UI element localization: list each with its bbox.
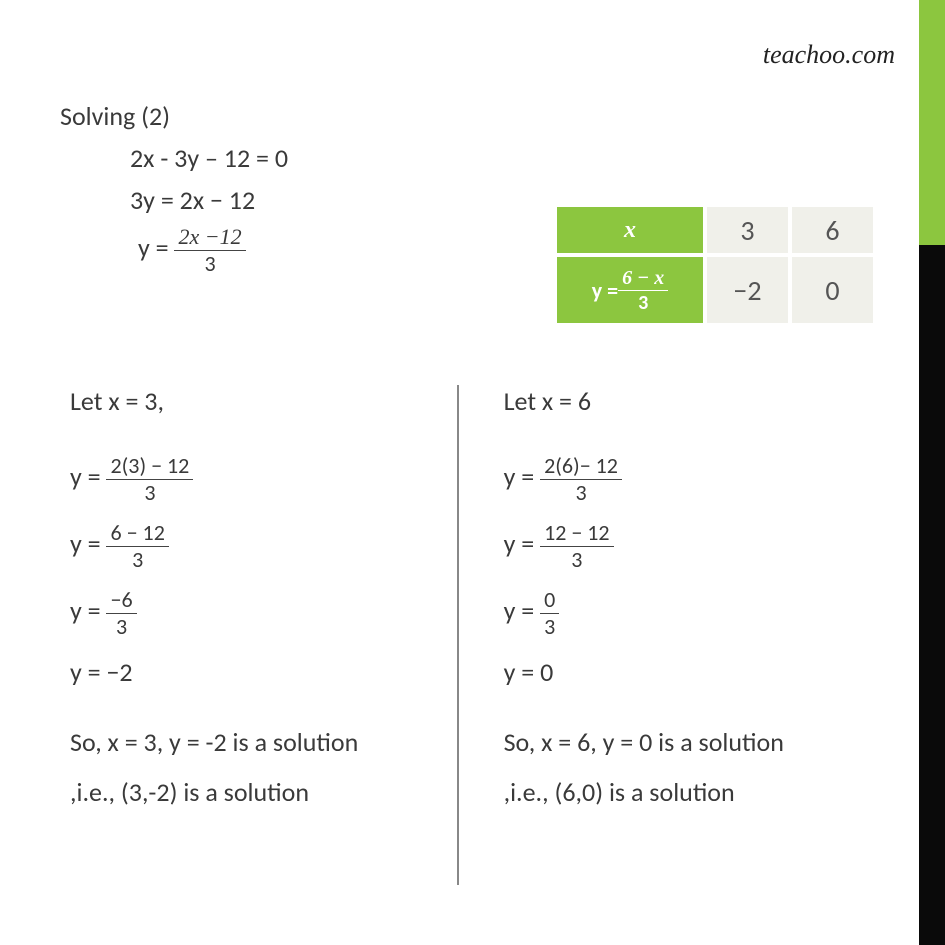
heading: Solving (2) <box>60 100 885 132</box>
right-step2: y = 12 − 123 <box>504 522 846 571</box>
table-header-x: x <box>555 205 705 255</box>
table-cell-x2: 6 <box>790 205 875 255</box>
table-cell-x1: 3 <box>705 205 790 255</box>
brand-logo: teachoo.com <box>763 40 895 70</box>
right-conclusion-2: ,i.e., (6,0) is a solution <box>504 776 846 808</box>
table-header-y: y = 6 − x 3 <box>555 255 705 325</box>
table-header-col: x y = 6 − x 3 <box>555 205 705 325</box>
right-step4: y = 0 <box>504 656 846 688</box>
right-conclusion-1: So, x = 6, y = 0 is a solution <box>504 726 846 758</box>
left-step2: y = 6 − 123 <box>70 522 422 571</box>
left-conclusion-2: ,i.e., (3,-2) is a solution <box>70 776 422 808</box>
column-divider <box>457 385 459 885</box>
right-let: Let x = 6 <box>504 385 846 417</box>
value-table: x y = 6 − x 3 3 −2 6 0 <box>555 205 875 325</box>
left-conclusion-1: So, x = 3, y = -2 is a solution <box>70 726 422 758</box>
accent-lime <box>919 0 945 245</box>
table-cell-y2: 0 <box>790 255 875 325</box>
side-accent <box>919 0 945 945</box>
left-step4: y = −2 <box>70 656 422 688</box>
left-let: Let x = 3, <box>70 385 422 417</box>
accent-black <box>919 245 945 945</box>
left-step1: y = 2(3) − 123 <box>70 455 422 504</box>
left-step3: y = −63 <box>70 589 422 638</box>
header-y-frac: 6 − x 3 <box>618 268 668 313</box>
right-column: Let x = 6 y = 2(6)− 123 y = 12 − 123 y =… <box>464 385 846 885</box>
right-step3: y = 03 <box>504 589 846 638</box>
eq3-fraction: 2x −12 3 <box>174 226 245 275</box>
table-col-2: 6 0 <box>790 205 875 325</box>
solution-columns: Let x = 3, y = 2(3) − 123 y = 6 − 123 y … <box>70 385 865 885</box>
equation-1: 2x - 3y – 12 = 0 <box>60 142 885 174</box>
right-step1: y = 2(6)− 123 <box>504 455 846 504</box>
eq3-den: 3 <box>174 251 245 275</box>
left-column: Let x = 3, y = 2(3) − 123 y = 6 − 123 y … <box>70 385 452 885</box>
table-cell-y1: −2 <box>705 255 790 325</box>
table-col-1: 3 −2 <box>705 205 790 325</box>
eq3-lhs: y = <box>138 232 174 264</box>
eq3-num: 2x −12 <box>174 226 245 251</box>
